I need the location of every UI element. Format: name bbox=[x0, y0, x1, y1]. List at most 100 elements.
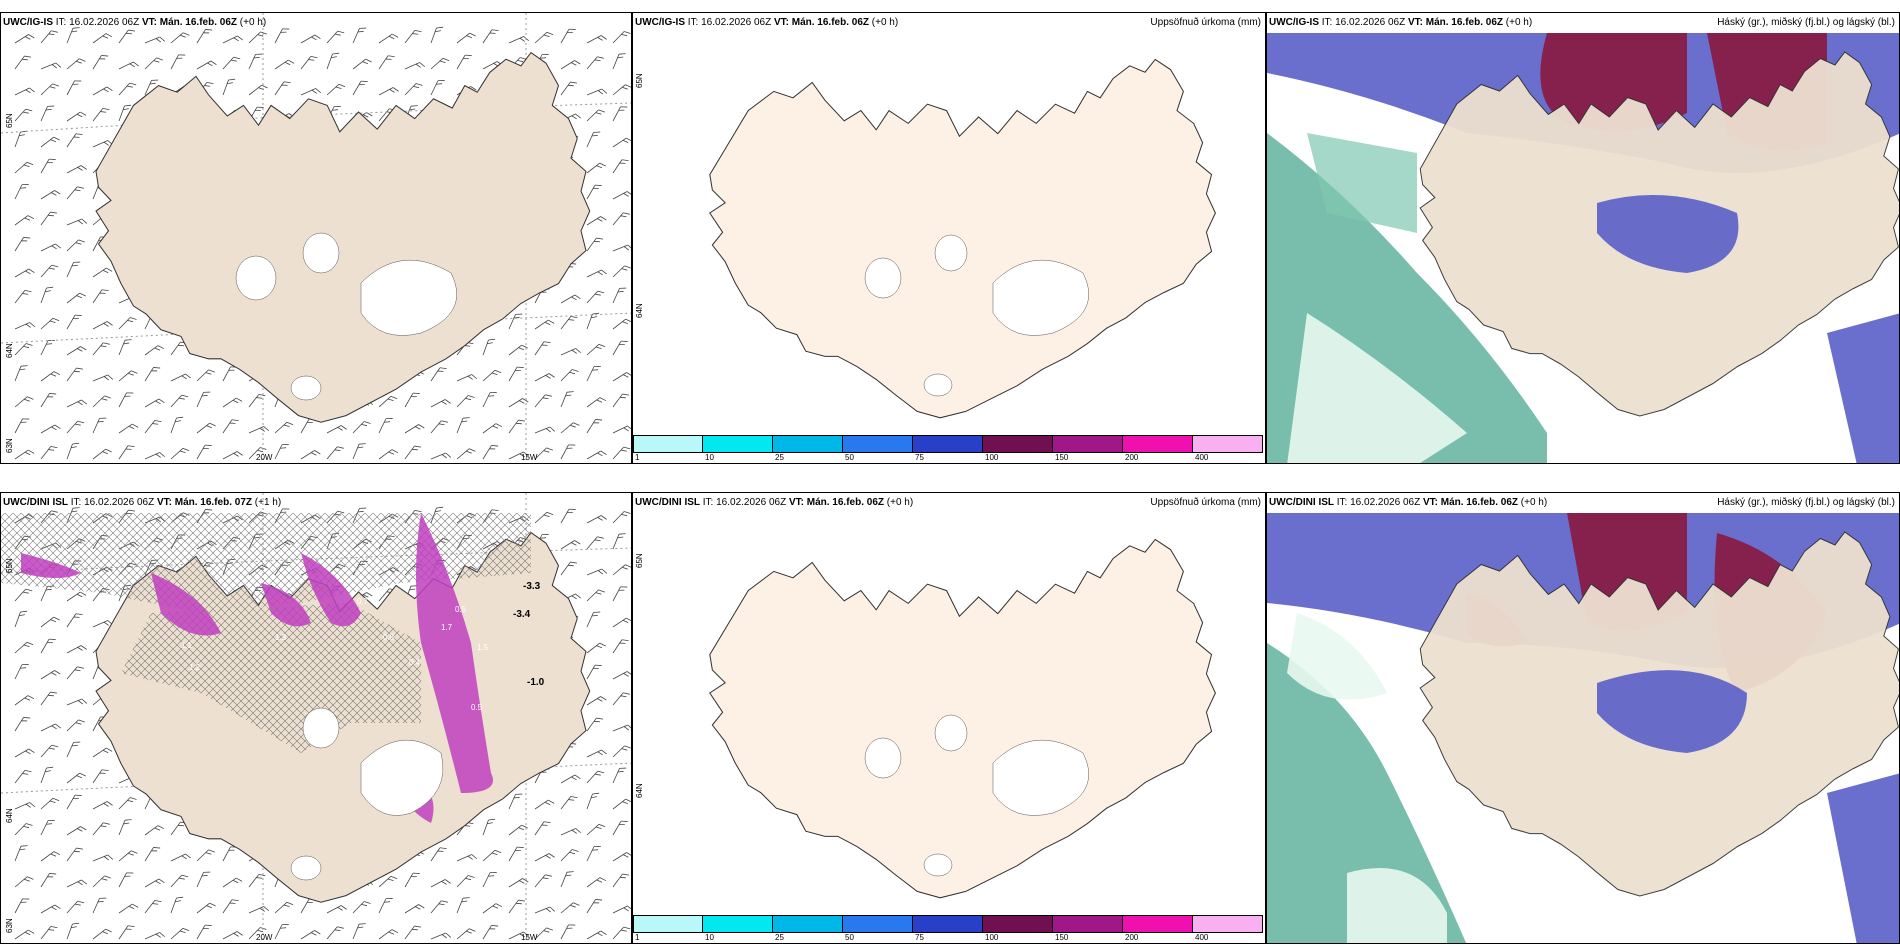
cloud-map bbox=[1267, 13, 1899, 463]
precip-value-label: 1.2 bbox=[189, 663, 201, 672]
panel-header: UWC/DINI ISL IT: 16.02.2026 06Z VT: Mán.… bbox=[635, 497, 913, 508]
colorbar-bin bbox=[1193, 915, 1263, 933]
colorbar-tick-label: 25 bbox=[775, 453, 784, 462]
mid-cloud bbox=[1347, 868, 1447, 943]
cloud-hatch bbox=[1, 513, 531, 613]
lead-time: (+1 h) bbox=[254, 497, 282, 508]
colorbar-bin bbox=[633, 435, 703, 453]
it-label: IT: bbox=[55, 17, 67, 28]
glacier bbox=[992, 739, 1089, 816]
model-name: UWC/IG-IS bbox=[1269, 17, 1319, 28]
vt-label: VT: bbox=[141, 17, 157, 28]
high-cloud bbox=[1540, 33, 1687, 131]
lat-label: 63N bbox=[5, 918, 14, 933]
glacier bbox=[934, 714, 968, 752]
colorbar-bin bbox=[773, 435, 843, 453]
mid-cloud bbox=[1307, 133, 1417, 233]
iceland-landmass bbox=[709, 58, 1217, 419]
vt-value: Mán. 16.feb. 06Z bbox=[791, 17, 869, 28]
lat-label: 64N bbox=[635, 783, 644, 798]
panel-header: UWC/DINI ISL IT: 16.02.2026 06Z VT: Mán.… bbox=[1269, 497, 1547, 508]
glacier bbox=[302, 707, 340, 749]
wind-map-panel-bottom: UWC/DINI ISL IT: 16.02.2026 06Z VT: Mán.… bbox=[0, 492, 632, 944]
it-value: 16.02.2026 06Z bbox=[1335, 17, 1406, 28]
colorbar-bin bbox=[633, 915, 703, 933]
glacier bbox=[864, 737, 902, 779]
panel-header: UWC/IG-IS IT: 16.02.2026 06Z VT: Mán. 16… bbox=[635, 17, 898, 28]
colorbar-bin bbox=[983, 435, 1053, 453]
vt-value: Mán. 16.feb. 06Z bbox=[1425, 17, 1503, 28]
precip-value-label: 0.4 bbox=[409, 658, 421, 667]
precip-value-label: 0.8 bbox=[383, 633, 395, 642]
glacier bbox=[360, 259, 457, 336]
vt-label: VT: bbox=[1407, 17, 1423, 28]
lat-label: 65N bbox=[5, 113, 14, 128]
lead-time: (+0 h) bbox=[1505, 17, 1533, 28]
glacier bbox=[235, 255, 277, 301]
colorbar-tick-label: 1 bbox=[635, 933, 640, 942]
precip-value-label: 1.7 bbox=[441, 623, 453, 632]
it-label: IT: bbox=[1321, 17, 1333, 28]
colorbar-tick-label: 100 bbox=[985, 933, 999, 942]
lon-label: 15W bbox=[521, 453, 538, 462]
low-cloud bbox=[1827, 773, 1899, 943]
colorbar-tick-label: 1 bbox=[635, 453, 640, 462]
colorbar-ticks: 1 10 25 50 75 100 150 200 400 bbox=[633, 453, 1265, 463]
colorbar-tick-label: 10 bbox=[705, 933, 714, 942]
it-label: IT: bbox=[1336, 497, 1348, 508]
model-name: UWC/DINI ISL bbox=[635, 497, 700, 508]
lead-time: (+0 h) bbox=[239, 17, 267, 28]
precip-value-label: 0.5 bbox=[471, 703, 483, 712]
lead-time: (+0 h) bbox=[1520, 497, 1548, 508]
cloud-map-panel-top: UWC/IG-IS IT: 16.02.2026 06Z VT: Mán. 16… bbox=[1266, 12, 1900, 464]
vt-label: VT: bbox=[773, 17, 789, 28]
it-label: IT: bbox=[70, 497, 82, 508]
temperature-label: -1.0 bbox=[527, 677, 545, 688]
vt-label: VT: bbox=[156, 497, 172, 508]
colorbar-bin bbox=[983, 915, 1053, 933]
precip-value-label: 1.3 bbox=[275, 633, 287, 642]
it-value: 16.02.2026 06Z bbox=[69, 17, 140, 28]
colorbar-tick-label: 50 bbox=[845, 453, 854, 462]
lon-label: 20W bbox=[256, 933, 273, 942]
colorbar-bin bbox=[1053, 915, 1123, 933]
precip-band bbox=[151, 573, 221, 636]
temperature-label: -3.4 bbox=[513, 609, 531, 620]
mid-cloud bbox=[1267, 643, 1467, 943]
colorbar-tick-label: 400 bbox=[1195, 933, 1209, 942]
precip-band bbox=[21, 553, 81, 578]
product-title: Háský (gr.), miðský (fj.bl.) og lágský (… bbox=[1717, 17, 1895, 28]
it-label: IT: bbox=[687, 17, 699, 28]
colorbar-bin bbox=[1123, 435, 1193, 453]
glacier bbox=[302, 232, 340, 274]
colorbar-bin bbox=[773, 915, 843, 933]
precip-band bbox=[301, 553, 361, 627]
low-cloud bbox=[1597, 670, 1747, 753]
glacier bbox=[864, 257, 902, 299]
colorbar-tick-label: 75 bbox=[915, 933, 924, 942]
model-name: UWC/DINI ISL bbox=[3, 497, 68, 508]
model-name: UWC/IG-IS bbox=[635, 17, 685, 28]
lat-label: 64N bbox=[5, 343, 14, 358]
vt-label: VT: bbox=[1422, 497, 1438, 508]
precip-map bbox=[709, 58, 1217, 419]
low-cloud bbox=[1827, 313, 1899, 463]
panel-header: UWC/IG-IS IT: 16.02.2026 06Z VT: Mán. 16… bbox=[3, 17, 266, 28]
precip-value-label: 0.7 bbox=[357, 597, 369, 606]
colorbar-tick-label: 50 bbox=[845, 933, 854, 942]
precip-value-label: 1.1 bbox=[181, 641, 193, 650]
lon-label: 20W bbox=[256, 453, 273, 462]
wind-map-panel-top: UWC/IG-IS IT: 16.02.2026 06Z VT: Mán. 16… bbox=[0, 12, 632, 464]
mid-cloud bbox=[1287, 313, 1467, 463]
colorbar-ticks: 1 10 25 50 75 100 150 200 400 bbox=[633, 933, 1265, 943]
precip-map-panel-top: UWC/IG-IS IT: 16.02.2026 06Z VT: Mán. 16… bbox=[632, 12, 1266, 464]
precip-value-label: 0.5 bbox=[455, 605, 467, 614]
wind-map bbox=[1, 13, 631, 463]
lon-label: 15W bbox=[521, 933, 538, 942]
lead-time: (+0 h) bbox=[886, 497, 914, 508]
colorbar-bin bbox=[703, 915, 773, 933]
colorbar-tick-label: 75 bbox=[915, 453, 924, 462]
colorbar-bin bbox=[843, 435, 913, 453]
precip-band bbox=[416, 513, 493, 793]
cloud-map-panel-bottom: UWC/DINI ISL IT: 16.02.2026 06Z VT: Mán.… bbox=[1266, 492, 1900, 944]
